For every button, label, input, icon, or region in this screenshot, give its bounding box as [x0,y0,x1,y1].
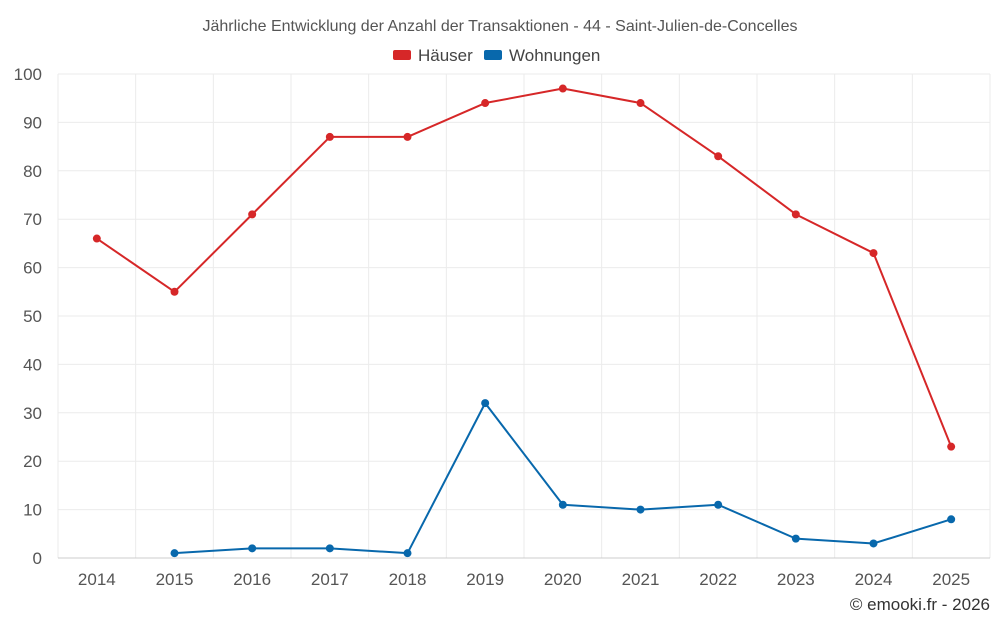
y-tick-label: 100 [14,65,42,84]
chart-title: Jährliche Entwicklung der Anzahl der Tra… [203,18,798,35]
y-tick-label: 60 [23,259,42,278]
data-point-wohnungen[interactable] [558,500,567,509]
data-point-haeuser[interactable] [92,234,101,243]
data-point-wohnungen[interactable] [947,515,956,524]
y-tick-label: 70 [23,210,42,229]
x-tick-label: 2018 [389,570,427,589]
x-tick-label: 2022 [699,570,737,589]
data-point-haeuser[interactable] [481,99,490,108]
data-point-haeuser[interactable] [869,249,878,258]
data-point-wohnungen[interactable] [714,500,723,509]
grid [57,73,991,559]
data-point-haeuser[interactable] [248,210,257,219]
legend: Häuser Wohnungen [393,46,600,65]
data-point-wohnungen[interactable] [403,549,412,558]
x-tick-label: 2025 [932,570,970,589]
x-tick-label: 2024 [855,570,893,589]
x-tick-label: 2023 [777,570,815,589]
y-tick-label: 30 [23,404,42,423]
data-point-haeuser[interactable] [714,152,723,161]
data-point-wohnungen[interactable] [869,539,878,548]
x-tick-label: 2016 [233,570,271,589]
data-point-wohnungen[interactable] [170,549,179,558]
y-tick-label: 90 [23,113,42,132]
data-point-wohnungen[interactable] [248,544,257,553]
y-tick-label: 50 [23,307,42,326]
data-point-haeuser[interactable] [947,442,956,451]
data-point-wohnungen[interactable] [636,505,645,514]
legend-label-haeuser: Häuser [418,46,473,65]
x-tick-label: 2014 [78,570,116,589]
series-line-haeuser [96,87,953,448]
x-tick-label: 2019 [466,570,504,589]
y-tick-label: 80 [23,162,42,181]
y-tick-label: 20 [23,452,42,471]
y-tick-label: 40 [23,355,42,374]
data-point-haeuser[interactable] [636,99,645,108]
data-point-haeuser[interactable] [170,287,179,296]
data-point-haeuser[interactable] [791,210,800,219]
x-tick-label: 2020 [544,570,582,589]
credit-text: © emooki.fr - 2026 [850,595,990,614]
x-tick-label: 2017 [311,570,349,589]
data-point-wohnungen[interactable] [791,534,800,543]
data-point-wohnungen[interactable] [481,399,490,408]
data-point-haeuser[interactable] [558,84,567,93]
data-point-haeuser[interactable] [403,132,412,141]
x-tick-label: 2021 [622,570,660,589]
data-point-haeuser[interactable] [325,132,334,141]
y-tick-label: 10 [23,501,42,520]
y-axis-ticks: 0 10 20 30 40 50 60 70 80 90 100 [14,65,42,568]
data-point-wohnungen[interactable] [325,544,334,553]
x-tick-label: 2015 [156,570,194,589]
y-tick-label: 0 [33,549,42,568]
x-axis-ticks: 2014 2015 2016 2017 2018 2019 2020 2021 2022 2023… [78,570,970,589]
legend-swatch-wohnungen [484,50,502,60]
legend-swatch-haeuser [393,50,411,60]
legend-label-wohnungen: Wohnungen [509,46,600,65]
series [92,84,956,558]
